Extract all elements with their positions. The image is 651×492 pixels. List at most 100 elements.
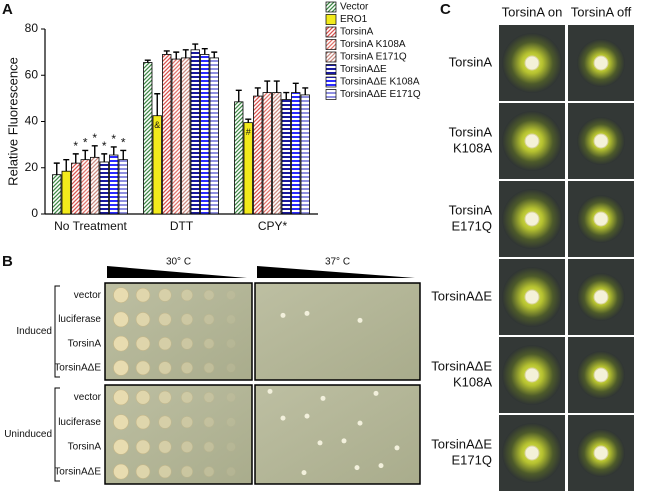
error-bar [144,59,151,63]
error-bar [91,145,98,158]
dilution-wedge [257,266,415,278]
yeast-spot [158,465,172,479]
colony [394,445,400,451]
strain-label: vector [74,392,102,403]
legend-label: ERO1 [340,14,368,25]
legend-swatch [325,89,337,100]
legend-label: Vector [340,2,369,13]
bar [281,99,291,215]
column-label: TorsinA off [571,4,632,19]
yeast-spot [158,415,172,429]
colony [267,388,273,394]
bar [262,92,272,215]
bar [181,57,191,215]
yeast-spot [226,392,236,403]
colony [357,420,363,426]
row-label: TorsinAΔE [431,436,492,451]
error-bar [201,47,208,55]
error-bar [72,153,79,164]
legend-swatch [325,1,337,13]
legend-label: TorsinA E171Q [340,52,407,63]
row-label: TorsinA [449,54,493,69]
yeast-spot [135,360,151,376]
bar [253,95,263,215]
yeast-spot [181,361,194,374]
annotation: * [83,136,88,150]
yeast-spot [158,312,172,326]
colony [524,367,540,383]
error-bar [235,89,242,102]
colony [524,445,540,461]
row-label: E171Q [452,218,492,233]
colony [320,395,326,401]
error-bar [173,51,180,60]
error-bar [192,43,199,50]
strain-label: TorsinA [68,338,102,349]
error-bar [211,51,218,58]
legend-swatch [325,26,337,38]
colony [524,55,540,71]
yeast-spot [181,465,194,478]
legend-swatch [325,76,337,88]
colony [593,445,609,461]
legend-label: TorsinAΔE [340,64,387,75]
strain-label: luciferase [58,314,101,325]
group-bracket [54,387,60,482]
colony [341,438,347,444]
row-label: TorsinAΔE [431,288,492,303]
colony [593,211,609,227]
y-tick-label: 20 [25,160,39,174]
yeast-spot [113,360,129,376]
colony [304,413,310,419]
yeast-spot [203,313,215,325]
yeast-spot [226,290,236,300]
legend-label: TorsinAΔE K108A [340,77,420,88]
bar [272,92,282,215]
annotation: * [102,139,107,153]
legend-swatch [325,64,337,75]
legend-swatch [325,39,337,50]
yeast-spot [181,289,194,302]
yeast-spot [113,439,129,455]
annotation: * [73,139,78,153]
yeast-spot [226,338,236,349]
bar [162,54,172,215]
yeast-spot [203,289,215,301]
yeast-spot [203,391,215,403]
annotation: * [121,136,126,150]
colony [593,55,609,71]
yeast-spot [135,312,151,327]
yeast-spot [113,335,129,352]
row-label: K108A [453,374,492,389]
temperature-label: 30° C [166,257,191,268]
annotation: * [92,131,97,145]
panel-label: A [2,1,13,18]
bar [234,101,244,215]
colony [280,415,286,421]
legend-swatch [325,14,337,25]
yeast-spot [181,416,194,429]
yeast-spot [226,417,236,427]
error-bar [53,162,60,175]
bar [171,58,181,215]
yeast-spot [226,363,236,373]
x-tick-label: DTT [170,219,194,233]
bar [190,49,200,215]
row-label: TorsinA [449,124,493,139]
row-label: TorsinA [449,202,493,217]
colony [304,310,310,316]
colony [378,463,384,469]
bar [300,94,310,215]
error-bar [182,49,189,58]
panel-label: C [440,1,451,18]
yeast-spot [226,466,236,477]
yeast-spot [113,389,129,406]
error-bar [302,87,309,95]
yeast-spot [135,464,151,479]
error-bar [273,80,280,93]
colony [524,211,540,227]
plate-image [104,384,253,485]
yeast-spot [158,288,172,302]
annotation: & [154,120,160,130]
error-bar [245,118,252,123]
